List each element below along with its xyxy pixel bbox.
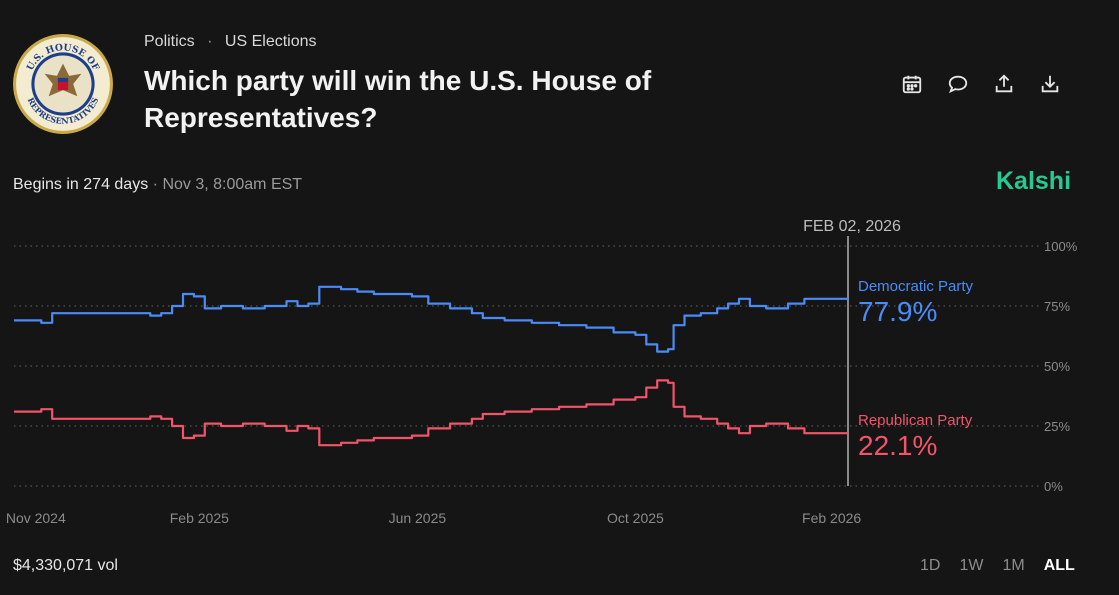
range-1w[interactable]: 1W <box>959 557 984 574</box>
y-tick-label: 100% <box>1044 239 1078 254</box>
download-button[interactable] <box>1038 72 1062 96</box>
calendar-icon <box>902 75 922 94</box>
range-1m[interactable]: 1M <box>1002 557 1025 574</box>
x-tick-label: Feb 2026 <box>802 510 861 526</box>
download-icon <box>1041 75 1059 93</box>
share-icon <box>995 74 1013 93</box>
begins-separator: · <box>152 176 158 193</box>
page-title: Which party will win the U.S. House of R… <box>144 65 652 133</box>
y-tick-label: 0% <box>1044 479 1063 494</box>
begins-countdown: Begins in 274 days <box>13 176 149 193</box>
breadcrumb-separator: · <box>207 33 213 50</box>
house-seal-logo: U.S. HOUSE OF REPRESENTATIVES <box>13 34 113 134</box>
share-button[interactable] <box>992 72 1016 96</box>
y-tick-label: 50% <box>1044 359 1070 374</box>
series-line-democratic <box>14 285 850 353</box>
x-tick-label: Feb 2025 <box>170 510 229 526</box>
comment-icon <box>948 75 968 94</box>
series-name-label: Republican Party <box>858 412 973 429</box>
series-line-republican <box>14 379 850 447</box>
volume-label: $4,330,071 vol <box>13 557 118 574</box>
y-tick-label: 75% <box>1044 299 1070 314</box>
y-tick-label: 25% <box>1044 419 1070 434</box>
breadcrumb: Politics · US Elections <box>144 33 317 51</box>
time-range-selector: 1D 1W 1M ALL <box>920 557 1075 575</box>
series-name-label: Democratic Party <box>858 278 974 295</box>
range-1d[interactable]: 1D <box>920 557 941 574</box>
begins-datetime: Nov 3, 8:00am EST <box>162 176 303 193</box>
probability-chart[interactable]: 100% 75% 50% 25% 0% Nov 2024 Feb 2025 Jun 2025… <box>0 210 1119 540</box>
comment-button[interactable] <box>946 72 970 96</box>
kalshi-logo[interactable]: Kalshi <box>996 167 1072 195</box>
range-all[interactable]: ALL <box>1043 557 1075 574</box>
x-tick-label: Jun 2025 <box>389 510 447 526</box>
breadcrumb-us-elections[interactable]: US Elections <box>224 33 317 50</box>
hover-date-label: FEB 02, 2026 <box>803 218 901 235</box>
x-tick-label: Oct 2025 <box>607 510 664 526</box>
calendar-button[interactable] <box>900 72 924 96</box>
series-value-label: 22.1% <box>858 430 937 461</box>
breadcrumb-politics[interactable]: Politics <box>144 33 195 50</box>
action-toolbar <box>900 72 1062 96</box>
market-begins-info: Begins in 274 days · Nov 3, 8:00am EST <box>13 176 302 194</box>
x-tick-label: Nov 2024 <box>6 510 66 526</box>
series-value-label: 77.9% <box>858 296 937 327</box>
